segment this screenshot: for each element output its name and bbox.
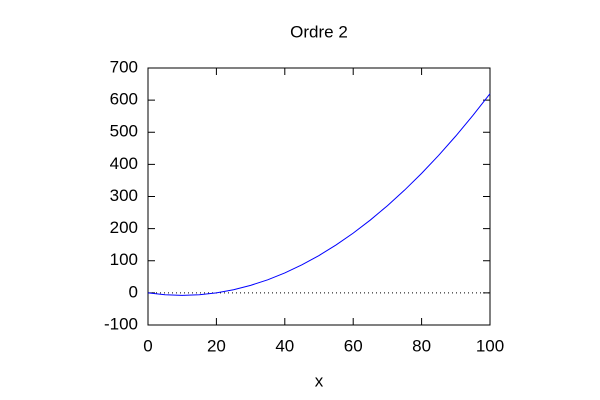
y-tick-label: 400 [110,154,138,173]
line-series [147,93,491,296]
y-tick-label: -100 [104,314,138,333]
x-tick-label: 20 [207,336,226,355]
y-tick-label: 300 [110,186,138,205]
x-tick-label: 0 [143,336,152,355]
x-tick-label: 60 [344,336,363,355]
y-tick-label: 200 [110,218,138,237]
y-tick-label: 500 [110,122,138,141]
x-tick-label: 40 [275,336,294,355]
x-tick-label: 80 [412,336,431,355]
y-tick-label: 0 [129,282,138,301]
x-axis-label: x [315,371,324,390]
y-tick-label: 100 [110,250,138,269]
plot-frame [147,67,491,326]
chart-title: Ordre 2 [290,22,348,41]
y-tick-label: 600 [110,90,138,109]
x-tick-label: 100 [476,336,504,355]
y-tick-label: 700 [110,57,138,76]
